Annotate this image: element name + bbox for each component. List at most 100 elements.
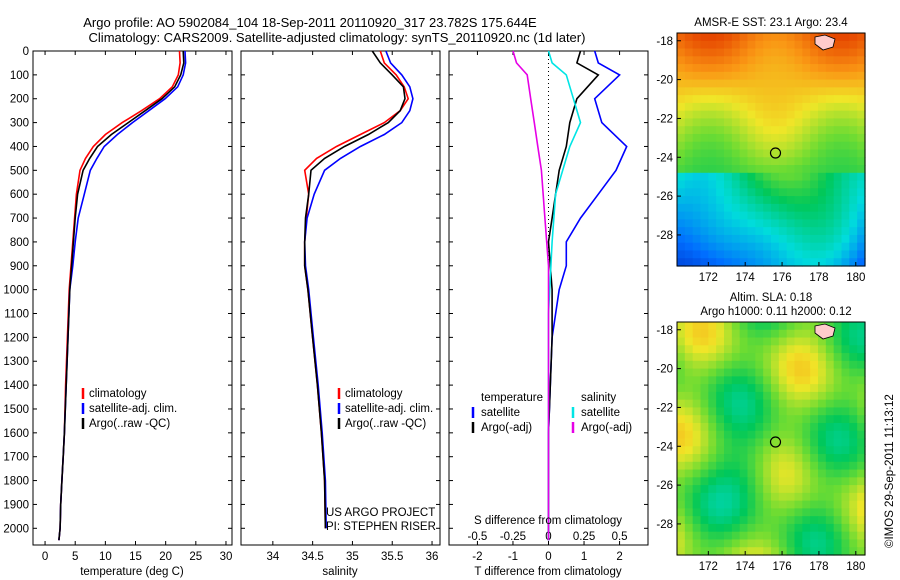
x-tick-label: 1 (581, 551, 587, 563)
map-cell (739, 48, 749, 57)
map-cell (763, 438, 772, 447)
map-cell (794, 539, 803, 548)
map-cell (739, 180, 749, 189)
map-cell (747, 149, 756, 158)
map-cell (825, 391, 835, 401)
map-cell (849, 391, 858, 401)
map-cell (825, 71, 835, 81)
map-cell (849, 523, 858, 533)
map-cell (677, 438, 686, 447)
map-cell (747, 492, 756, 502)
map-cell (794, 211, 803, 220)
map-cell (763, 180, 772, 189)
map-cell (786, 523, 796, 533)
map-cell (755, 469, 764, 478)
map-cell (841, 516, 850, 525)
map-y-tick-label: -28 (656, 230, 673, 242)
map-cell (731, 500, 741, 509)
map-cell (677, 446, 686, 455)
map-cell (731, 376, 741, 385)
map-cell (724, 102, 733, 112)
map-cell (841, 461, 850, 471)
map-cell (833, 219, 843, 228)
map-cell (794, 110, 803, 120)
map-cell (731, 399, 741, 409)
map-cell (747, 508, 756, 517)
map-cell (786, 547, 796, 556)
map-cell (716, 157, 725, 166)
map-cell (778, 353, 788, 362)
map-cell (810, 95, 819, 104)
map-cell (700, 102, 709, 112)
map-cell (849, 422, 858, 432)
map-cell (810, 172, 819, 182)
x-tick-label: -1 (508, 551, 518, 563)
map-cell (731, 508, 741, 517)
map-cell (677, 322, 686, 331)
legend-label: climatology (89, 388, 147, 400)
map-cell (825, 95, 835, 104)
map-cell (708, 110, 717, 120)
map-cell (794, 329, 803, 339)
map-cell (833, 508, 843, 517)
profile-location-marker (769, 436, 782, 448)
map-cell (849, 95, 858, 104)
map-cell (778, 454, 788, 463)
map-cell (849, 508, 858, 517)
map-cell (747, 219, 756, 228)
map-cell (708, 133, 717, 143)
map-cell (700, 360, 709, 370)
map-cell (786, 407, 796, 416)
map-cell (731, 322, 741, 331)
map-cell (833, 531, 843, 541)
map-cell (731, 430, 741, 440)
map-cell (755, 126, 764, 135)
map-cell (739, 430, 749, 440)
map-cell (833, 492, 843, 502)
map-cell (708, 126, 717, 135)
map-cell (692, 368, 702, 377)
temperature-xlabel: temperature (deg C) (80, 566, 184, 578)
map-cell (716, 391, 725, 401)
map-cell (786, 500, 796, 509)
map-cell (810, 415, 819, 424)
map-cell (747, 56, 756, 65)
map-cell (708, 500, 717, 509)
map-cell (755, 391, 764, 401)
map-cell (771, 438, 780, 447)
map-cell (818, 242, 827, 252)
map-cell (786, 492, 796, 502)
map-cell (810, 180, 819, 189)
map-cell (708, 203, 717, 213)
map-cell (857, 250, 866, 259)
map-cell (731, 391, 741, 401)
map-cell (724, 211, 733, 220)
sla-map-title: Altim. SLA: 0.18 (730, 292, 812, 304)
map-cell (677, 454, 686, 463)
map-cell (747, 165, 756, 174)
map-cell (849, 399, 858, 409)
map-cell (755, 508, 764, 517)
map-cell (684, 203, 694, 213)
map-cell (794, 337, 803, 346)
map-cell (677, 523, 686, 533)
map-cell (692, 118, 702, 127)
map-cell (739, 219, 749, 228)
map-cell (849, 149, 858, 158)
map-cell (700, 64, 709, 73)
map-cell (708, 391, 717, 401)
map-cell (708, 477, 717, 486)
map-cell (677, 71, 686, 81)
map-cell (700, 329, 709, 339)
map-cell (825, 102, 835, 112)
map-cell (716, 360, 725, 370)
map-cell (857, 133, 866, 143)
map-cell (771, 539, 780, 548)
map-cell (755, 376, 764, 385)
map-cell (692, 64, 702, 73)
map-cell (731, 180, 741, 189)
map-cell (739, 149, 749, 158)
map-cell (857, 211, 866, 220)
map-cell (747, 258, 756, 267)
x-tick-label: 5 (72, 551, 78, 563)
